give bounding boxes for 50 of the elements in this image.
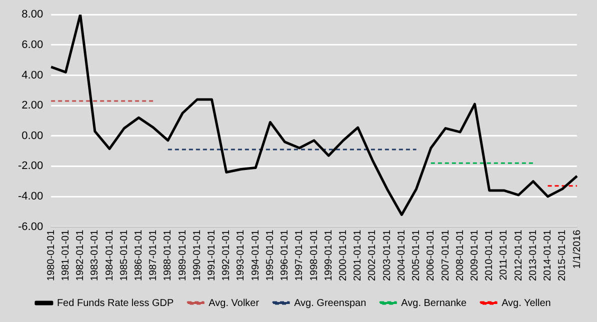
- x-tick-label: 1983-01-01: [90, 229, 101, 282]
- x-tick-label: 2006-01-01: [426, 229, 437, 282]
- x-tick-label: 1996-01-01: [280, 229, 291, 282]
- x-tick-label: 1988-01-01: [162, 229, 174, 282]
- x-tick-label: 2015-01-01: [557, 229, 568, 282]
- x-tick-label: 1997-01-01: [294, 229, 306, 282]
- x-tick-label: 1984-01-01: [104, 229, 116, 282]
- x-tick-label: 1992-01-01: [221, 229, 232, 282]
- x-tick-label: 2002-01-01: [367, 229, 378, 282]
- x-tick-label: 2012-01-01: [513, 229, 524, 282]
- x-tick-label: 1980-01-01: [46, 229, 57, 282]
- y-tick-label: 2.00: [22, 100, 44, 112]
- legend-label: Avg. Volker: [208, 298, 260, 309]
- x-tick-label: 1985-01-01: [118, 229, 130, 282]
- x-tick-label: 1995-01-01: [264, 229, 276, 282]
- x-tick-label: 2003-01-01: [382, 229, 393, 282]
- x-tick-label: 2009-01-01: [469, 229, 480, 282]
- x-tick-label: 1987-01-01: [148, 229, 160, 282]
- x-tick-label: 1986-01-01: [133, 229, 144, 282]
- x-tick-label: 2011-01-01: [498, 229, 510, 280]
- x-tick-label: 2000-01-01: [338, 229, 350, 282]
- y-tick-label: -6.00: [18, 220, 44, 233]
- x-tick-label: 1982-01-01: [75, 229, 86, 282]
- x-tick-label: 1998-01-01: [308, 229, 320, 282]
- x-tick-label: 1981-01-01: [60, 229, 72, 282]
- x-tick-label: 1990-01-01: [192, 229, 203, 282]
- x-tick-label: 2001-01-01: [352, 229, 364, 282]
- x-tick-label: 1994-01-01: [250, 229, 262, 282]
- x-tick-label: 1989-01-01: [177, 229, 188, 282]
- x-tick-label: 2007-01-01: [440, 229, 452, 282]
- y-tick-label: 0.00: [22, 130, 44, 142]
- x-tick-label: 1999-01-01: [323, 229, 334, 282]
- x-tick-label: 2008-01-01: [454, 229, 466, 282]
- x-tick-label: 2004-01-01: [396, 229, 408, 282]
- x-tick-label: 2014-01-01: [542, 229, 554, 282]
- x-tick-label: 1991-01-01: [206, 229, 218, 282]
- y-tick-label: 6.00: [22, 38, 44, 51]
- y-tick-label: 4.00: [22, 69, 44, 82]
- legend-label: Fed Funds Rate less GDP: [56, 298, 174, 309]
- x-tick-label: 1993-01-01: [236, 229, 247, 282]
- x-tick-label: 2010-01-01: [484, 229, 496, 282]
- y-tick-label: -2.00: [18, 160, 44, 172]
- legend-label: Avg. Yellen: [502, 298, 551, 309]
- legend-label: Avg. Bernanke: [401, 298, 467, 309]
- x-tick-label: 2013-01-01: [528, 229, 539, 282]
- y-tick-label: -4.00: [18, 190, 44, 203]
- y-tick-label: 8.00: [22, 8, 44, 21]
- x-tick-label: 1/1/2016: [572, 229, 583, 269]
- legend-label: Avg. Greenspan: [294, 298, 366, 309]
- x-tick-label: 2005-01-01: [411, 229, 422, 282]
